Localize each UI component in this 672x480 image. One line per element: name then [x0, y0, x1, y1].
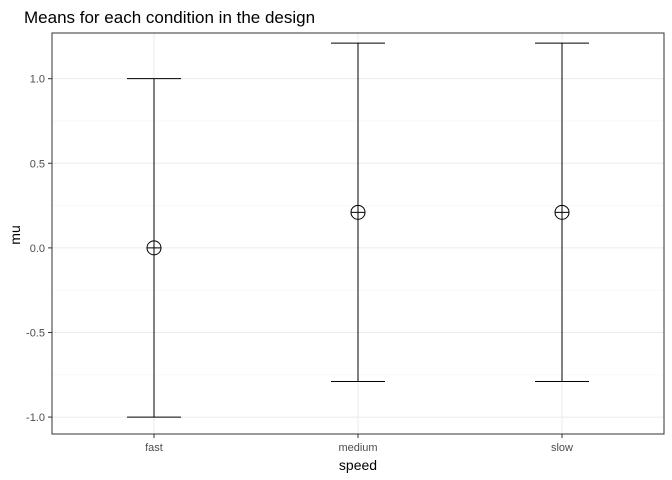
chart-title: Means for each condition in the design [24, 8, 315, 27]
y-tick-label: -0.5 [26, 327, 45, 339]
x-tick-label: fast [145, 442, 163, 454]
x-axis-title: speed [339, 457, 377, 473]
y-tick-label: 0.0 [30, 243, 45, 255]
y-axis-title: mu [7, 225, 23, 244]
y-tick-label: -1.0 [26, 412, 45, 424]
x-axis: fast medium slow [145, 434, 573, 454]
y-axis: -1.0 -0.5 0.0 0.5 1.0 [26, 74, 52, 424]
x-tick-label: slow [551, 442, 573, 454]
y-tick-label: 0.5 [30, 158, 45, 170]
marks [127, 42, 589, 418]
x-tick-label: medium [338, 442, 377, 454]
y-tick-label: 1.0 [30, 74, 45, 86]
